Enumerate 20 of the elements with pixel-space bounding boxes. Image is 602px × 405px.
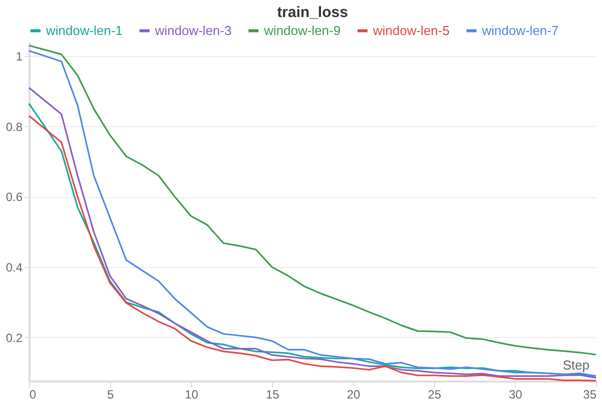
x-tick-label: 0 [30,388,36,402]
legend-label: window-len-5 [372,22,450,38]
y-tick-label: 0.6 [6,190,23,204]
y-tick-label: 0.4 [6,260,23,275]
legend-label: window-len-3 [154,22,232,38]
x-tick-label: 10 [184,388,198,402]
x-tick-label: 20 [346,388,360,402]
x-axis-title: Step [562,358,590,372]
x-tick-label: 35 [583,388,597,402]
y-tick-label: 0.8 [6,120,23,134]
legend-label: window-len-7 [481,22,559,38]
y-tick-label: 1 [16,50,23,64]
x-tick-label: 30 [508,388,522,402]
x-tick-label: 15 [266,388,280,402]
x-tick-label: 25 [428,388,442,402]
legend-label: window-len-9 [263,22,341,38]
x-tick-label: 5 [107,388,114,402]
y-tick-label: 0.2 [6,330,23,345]
text: window-len-1 [45,22,123,38]
chart-title: train_loss [277,4,348,21]
